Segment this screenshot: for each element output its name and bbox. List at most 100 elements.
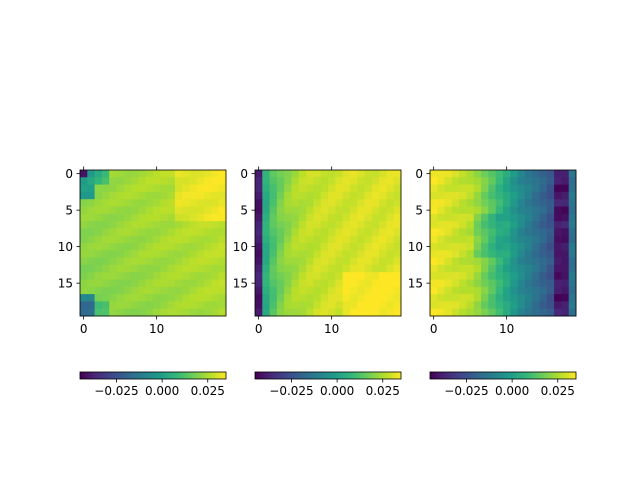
heatmap-cell [473,272,482,280]
colorbar-tick-label: 0.000 [495,384,529,398]
heatmap-cell [298,235,307,244]
heatmap-cell [342,170,351,178]
heatmap-cell [320,221,329,229]
heatmap-cell [488,228,497,237]
heatmap-cell [342,279,351,288]
heatmap-cell [80,301,88,310]
heatmap-cell [328,250,336,258]
heatmap-cell [153,184,161,193]
heatmap-cell [517,213,526,222]
heatmap-cell [160,199,168,207]
heatmap-cell [561,235,570,244]
heatmap-cell [495,264,504,273]
heatmap-cell [430,191,438,200]
heatmap-cell [364,272,373,280]
heatmap-cell [262,170,270,178]
heatmap-cell [298,286,307,295]
heatmap-cell [298,301,307,310]
heatmap-cell [495,257,504,266]
heatmap-cell [189,170,198,178]
heatmap-cell [218,279,227,288]
heatmap-cell [116,170,125,178]
heatmap-cell [379,170,387,178]
heatmap-cell [262,206,270,215]
heatmap-cell [284,235,292,244]
heatmap-cell [211,243,220,251]
heatmap-cell [430,199,438,207]
heatmap-cell [160,170,168,178]
heatmap-cell [328,272,336,280]
heatmap-cell [320,235,329,244]
heatmap-cell [123,228,132,237]
heatmap-cell [481,272,489,280]
heatmap-cell [269,228,278,237]
heatmap-cell [386,308,395,317]
heatmap-cell [313,243,322,251]
heatmap-cell [393,213,402,222]
heatmap-cell [481,177,489,185]
heatmap-cell [357,272,365,280]
heatmap-cell [357,170,365,178]
heatmap-cell [204,213,212,222]
heatmap-cell [284,272,292,280]
heatmap-cell [101,177,110,185]
y-tick-label: 10 [408,240,423,254]
heatmap-cell [335,279,343,288]
heatmap-cell [131,308,139,317]
heatmap-cell [196,301,205,310]
heatmap-cell [561,206,570,215]
heatmap-cell [160,250,168,258]
heatmap-cell [371,235,380,244]
heatmap-cell [138,279,147,288]
heatmap-cell [328,228,336,237]
heatmap-cell [503,228,511,237]
heatmap-cell [153,235,161,244]
heatmap-cell [174,206,183,215]
heatmap-cell [262,301,270,310]
heatmap-cell [437,257,445,266]
heatmap-cell [269,199,278,207]
heatmap-cell [524,272,533,280]
heatmap-cell [313,206,322,215]
heatmap-cell [80,235,88,244]
heatmap-cell [481,264,489,273]
heatmap-cell [101,301,110,310]
heatmap-cell [276,243,285,251]
heatmap-cell [284,286,292,295]
heatmap-cell [167,206,176,215]
heatmap-cell [466,235,475,244]
heatmap-cell [437,250,445,258]
heatmap-cell [328,264,336,273]
heatmap-cell [524,294,533,302]
heatmap-cell [379,272,387,280]
heatmap-cell [379,228,387,237]
heatmap-cell [393,184,402,193]
heatmap-cell [87,294,95,302]
heatmap-cell [123,191,132,200]
heatmap-cell [109,177,117,185]
heatmap-cell [444,177,453,185]
heatmap-cell [364,279,373,288]
heatmap-cell [503,221,511,229]
heatmap-cell [101,264,110,273]
heatmap-cell [328,177,336,185]
heatmap-cell [430,272,438,280]
heatmap-cell [204,286,212,295]
heatmap-cell [430,279,438,288]
heatmap-cell [87,228,95,237]
heatmap-cell [437,235,445,244]
heatmap-cell [444,206,453,215]
heatmap-cell [386,264,395,273]
heatmap-cell [94,279,103,288]
heatmap-cell [167,243,176,251]
heatmap-cell [174,199,183,207]
heatmap-cell [364,308,373,317]
heatmap-cell [182,264,190,273]
heatmap-cell [444,243,453,251]
heatmap-cell [357,228,365,237]
heatmap-cell [488,264,497,273]
heatmap-cell [276,272,285,280]
heatmap-cell [255,301,263,310]
heatmap-cell [218,272,227,280]
heatmap-cell [153,199,161,207]
